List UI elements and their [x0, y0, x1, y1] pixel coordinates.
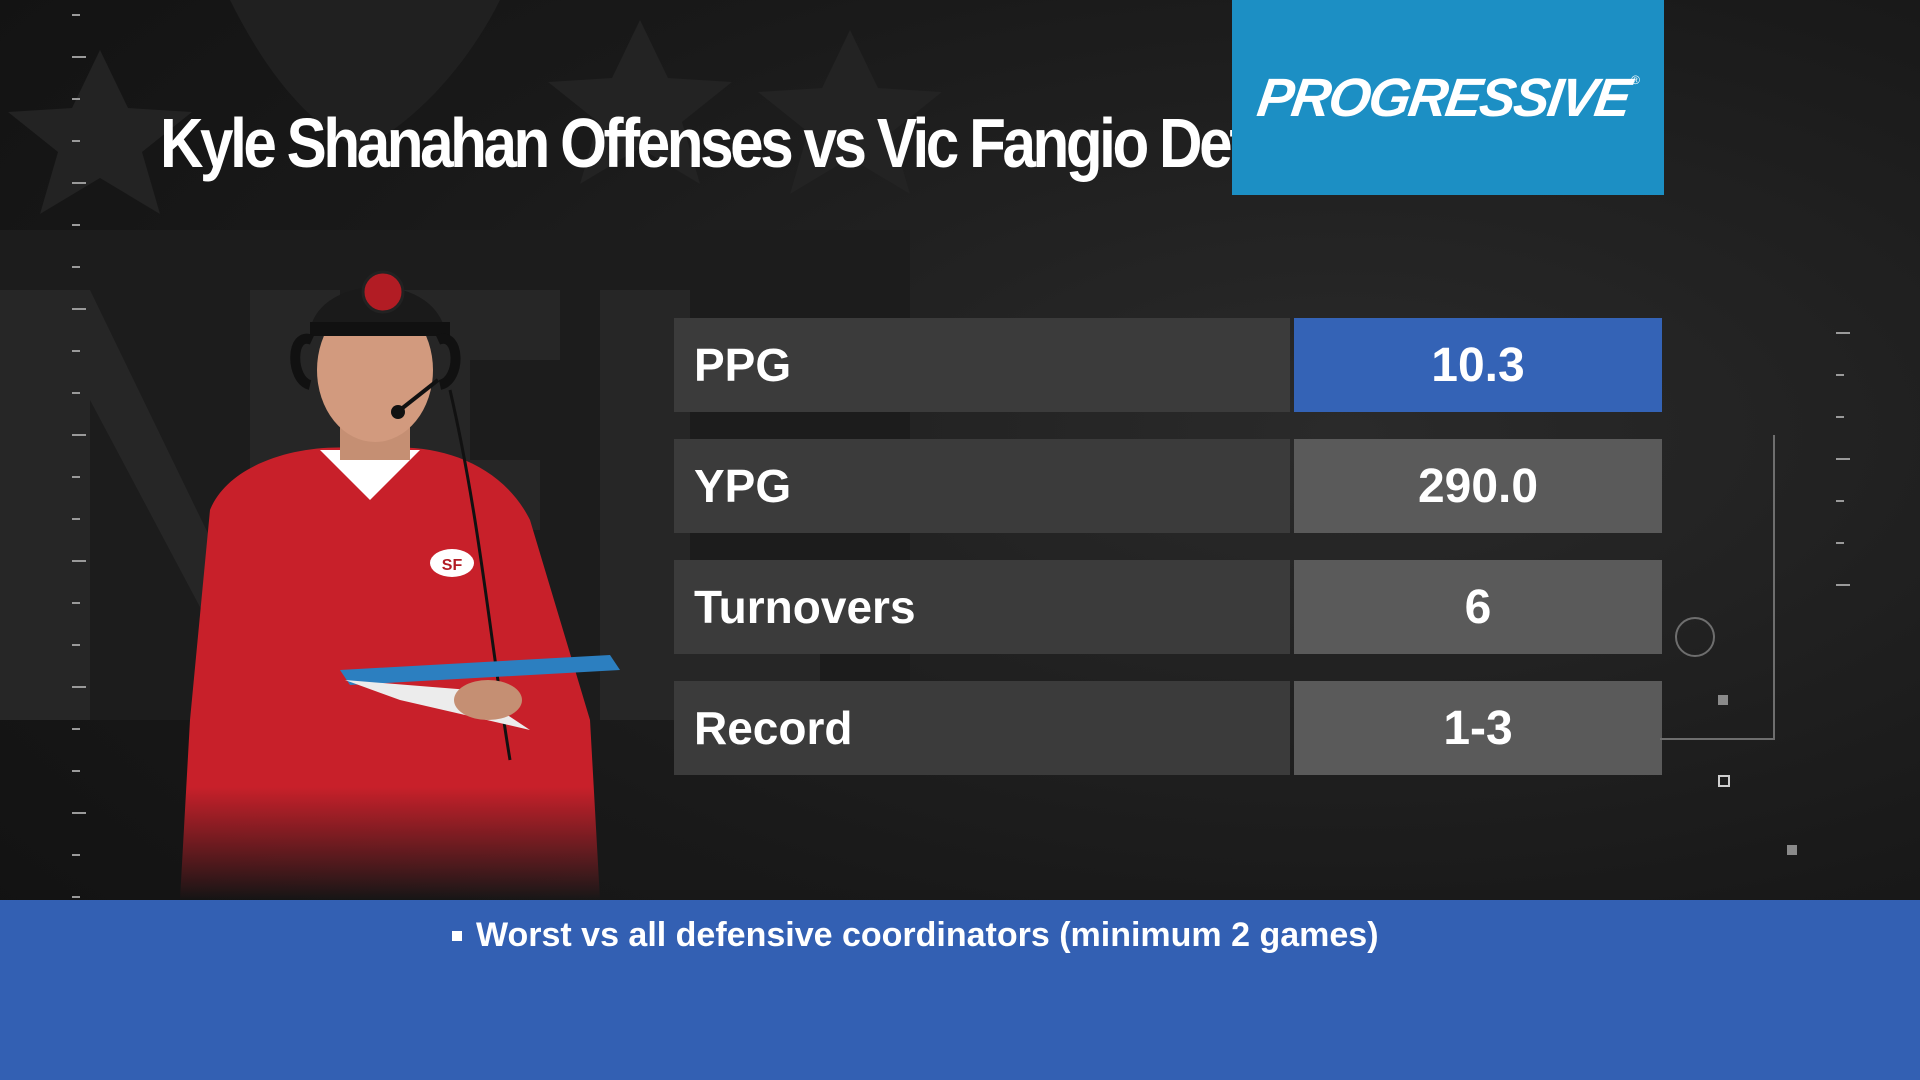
decorative-line: [1773, 435, 1775, 740]
stat-label-ppg: PPG: [674, 318, 1290, 412]
registered-mark: ®: [1631, 72, 1640, 87]
stat-value-record: 1-3: [1294, 681, 1662, 775]
decorative-square: [1718, 695, 1728, 705]
stat-value-turnovers: 6: [1294, 560, 1662, 654]
coach-photo: SF: [180, 270, 620, 900]
stat-label-record: Record: [674, 681, 1290, 775]
decorative-square: [1787, 845, 1797, 855]
decorative-square-outline: [1718, 775, 1730, 787]
bullet-icon: [452, 930, 462, 941]
stat-label-turnovers: Turnovers: [674, 560, 1290, 654]
stat-value-ppg: 10.3: [1294, 318, 1662, 412]
yard-ticks-right: [1836, 320, 1852, 600]
stat-row-record: Record 1-3: [674, 681, 1662, 775]
stat-row-ppg: PPG 10.3: [674, 318, 1662, 412]
sponsor-logo-text: PROGRESSIVE: [1253, 67, 1634, 128]
stat-value-ypg: 290.0: [1294, 439, 1662, 533]
decorative-line: [1660, 738, 1775, 740]
team-logo-text: SF: [442, 557, 463, 574]
footer-bar: [0, 900, 1920, 1080]
footnote: Worst vs all defensive coordinators (min…: [452, 916, 1379, 955]
stat-row-turnovers: Turnovers 6: [674, 560, 1662, 654]
page-title: Kyle Shanahan Offenses vs Vic Fangio Def…: [160, 104, 1403, 182]
stat-row-ypg: YPG 290.0: [674, 439, 1662, 533]
footnote-text: Worst vs all defensive coordinators (min…: [476, 916, 1379, 954]
decorative-circle: [1675, 617, 1715, 657]
sponsor-logo: PROGRESSIVE ®: [1232, 0, 1664, 195]
yard-ticks-left: [72, 0, 88, 900]
stat-label-ypg: YPG: [674, 439, 1290, 533]
